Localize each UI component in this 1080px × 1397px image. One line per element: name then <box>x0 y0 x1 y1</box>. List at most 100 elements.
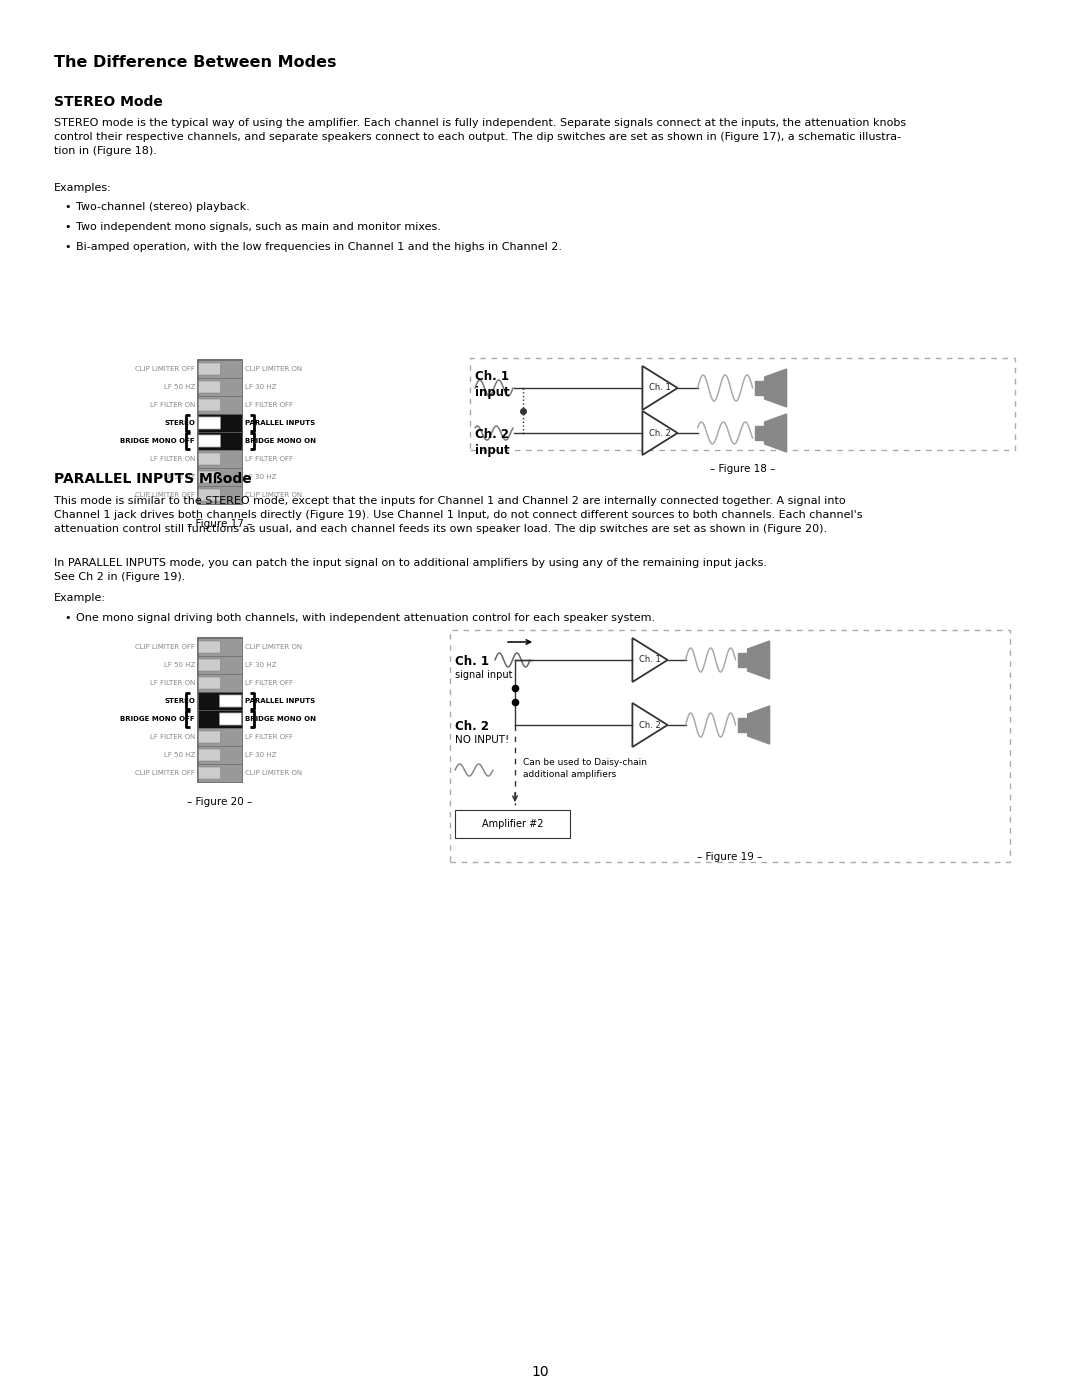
Text: LF FILTER ON: LF FILTER ON <box>150 680 195 686</box>
Text: LF 30 HZ: LF 30 HZ <box>245 474 276 481</box>
Text: signal input: signal input <box>455 671 513 680</box>
Polygon shape <box>643 366 677 409</box>
Bar <box>198 486 242 504</box>
Bar <box>198 360 242 504</box>
Bar <box>198 638 242 782</box>
Polygon shape <box>747 641 770 679</box>
Text: •: • <box>64 203 70 212</box>
FancyBboxPatch shape <box>219 712 242 725</box>
Text: Ch. 1: Ch. 1 <box>649 384 671 393</box>
FancyBboxPatch shape <box>199 416 220 429</box>
Polygon shape <box>765 414 786 453</box>
Text: STEREO: STEREO <box>164 698 195 704</box>
Text: LF FILTER ON: LF FILTER ON <box>150 455 195 462</box>
Bar <box>198 710 242 728</box>
Text: LF FILTER ON: LF FILTER ON <box>150 402 195 408</box>
FancyBboxPatch shape <box>199 749 220 761</box>
Text: Two-channel (stereo) playback.: Two-channel (stereo) playback. <box>76 203 249 212</box>
Text: STEREO Mode: STEREO Mode <box>54 95 163 109</box>
Text: Ch. 1: Ch. 1 <box>639 655 661 665</box>
FancyBboxPatch shape <box>199 767 220 780</box>
Text: LF 50 HZ: LF 50 HZ <box>164 474 195 481</box>
Polygon shape <box>765 369 786 407</box>
Text: PARALLEL INPUTS Mßode: PARALLEL INPUTS Mßode <box>54 472 252 486</box>
FancyBboxPatch shape <box>219 694 242 707</box>
Bar <box>198 468 242 486</box>
FancyBboxPatch shape <box>199 731 220 743</box>
Text: LF FILTER OFF: LF FILTER OFF <box>245 402 293 408</box>
Polygon shape <box>643 411 677 455</box>
Text: Amplifier #2: Amplifier #2 <box>482 819 543 828</box>
Bar <box>198 638 242 657</box>
Text: Ch. 2: Ch. 2 <box>455 719 489 733</box>
Bar <box>198 764 242 782</box>
Text: •: • <box>64 222 70 232</box>
Bar <box>198 746 242 764</box>
Bar <box>198 657 242 673</box>
Text: LF FILTER OFF: LF FILTER OFF <box>245 455 293 462</box>
Text: LF FILTER OFF: LF FILTER OFF <box>245 680 293 686</box>
Text: Example:: Example: <box>54 592 106 604</box>
FancyBboxPatch shape <box>199 381 220 393</box>
Text: LF 30 HZ: LF 30 HZ <box>245 662 276 668</box>
Text: LF FILTER ON: LF FILTER ON <box>150 733 195 740</box>
Text: BRIDGE MONO OFF: BRIDGE MONO OFF <box>120 717 195 722</box>
Text: control their respective channels, and separate speakers connect to each output.: control their respective channels, and s… <box>54 131 901 142</box>
FancyBboxPatch shape <box>199 434 220 447</box>
Bar <box>198 379 242 395</box>
Text: CLIP LIMITER OFF: CLIP LIMITER OFF <box>135 770 195 775</box>
Text: STEREO: STEREO <box>164 420 195 426</box>
Bar <box>455 810 570 838</box>
Text: BRIDGE MONO ON: BRIDGE MONO ON <box>245 717 316 722</box>
Text: •: • <box>64 613 70 623</box>
Text: In PARALLEL INPUTS mode, you can patch the input signal on to additional amplifi: In PARALLEL INPUTS mode, you can patch t… <box>54 557 767 569</box>
Bar <box>198 414 242 432</box>
FancyBboxPatch shape <box>199 641 220 652</box>
Text: Ch. 1
input: Ch. 1 input <box>475 370 510 400</box>
Text: STEREO mode is the typical way of using the amplifier. Each channel is fully ind: STEREO mode is the typical way of using … <box>54 117 906 129</box>
Text: CLIP LIMITER OFF: CLIP LIMITER OFF <box>135 492 195 497</box>
Text: BRIDGE MONO OFF: BRIDGE MONO OFF <box>120 439 195 444</box>
Text: 10: 10 <box>531 1365 549 1379</box>
Polygon shape <box>633 638 667 682</box>
FancyBboxPatch shape <box>199 453 220 465</box>
Text: Ch. 1: Ch. 1 <box>455 655 489 668</box>
Bar <box>198 432 242 450</box>
Bar <box>738 718 747 732</box>
Text: Examples:: Examples: <box>54 183 111 193</box>
Bar <box>470 358 1015 450</box>
Text: – Figure 18 –: – Figure 18 – <box>710 464 775 474</box>
Text: tion in (Figure 18).: tion in (Figure 18). <box>54 147 157 156</box>
FancyBboxPatch shape <box>199 471 220 483</box>
FancyBboxPatch shape <box>199 489 220 502</box>
Bar <box>755 381 765 395</box>
Text: One mono signal driving both channels, with independent attenuation control for : One mono signal driving both channels, w… <box>76 613 656 623</box>
Text: LF 30 HZ: LF 30 HZ <box>245 384 276 390</box>
Bar <box>198 673 242 692</box>
Text: NO INPUT!: NO INPUT! <box>455 735 510 745</box>
Text: PARALLEL INPUTS: PARALLEL INPUTS <box>245 698 315 704</box>
FancyBboxPatch shape <box>199 678 220 689</box>
Bar <box>198 728 242 746</box>
Text: CLIP LIMITER OFF: CLIP LIMITER OFF <box>135 644 195 650</box>
Text: – Figure 17 –: – Figure 17 – <box>187 520 253 529</box>
Text: PARALLEL INPUTS: PARALLEL INPUTS <box>245 420 315 426</box>
Text: CLIP LIMITER ON: CLIP LIMITER ON <box>245 644 302 650</box>
Text: The Difference Between Modes: The Difference Between Modes <box>54 54 337 70</box>
Bar <box>450 630 1010 862</box>
Bar <box>198 450 242 468</box>
Text: Channel 1 jack drives both channels directly (Figure 19). Use Channel 1 Input, d: Channel 1 jack drives both channels dire… <box>54 510 863 520</box>
Text: CLIP LIMITER ON: CLIP LIMITER ON <box>245 366 302 372</box>
Polygon shape <box>747 705 770 745</box>
Text: CLIP LIMITER ON: CLIP LIMITER ON <box>245 492 302 497</box>
Bar <box>198 692 242 710</box>
Text: Two independent mono signals, such as main and monitor mixes.: Two independent mono signals, such as ma… <box>76 222 441 232</box>
Text: Bi-amped operation, with the low frequencies in Channel 1 and the highs in Chann: Bi-amped operation, with the low frequen… <box>76 242 562 251</box>
Bar <box>198 395 242 414</box>
FancyBboxPatch shape <box>199 363 220 374</box>
FancyBboxPatch shape <box>199 659 220 671</box>
Text: – Figure 19 –: – Figure 19 – <box>698 852 762 862</box>
Bar <box>755 426 765 440</box>
Text: CLIP LIMITER ON: CLIP LIMITER ON <box>245 770 302 775</box>
Text: – Figure 20 –: – Figure 20 – <box>187 798 253 807</box>
